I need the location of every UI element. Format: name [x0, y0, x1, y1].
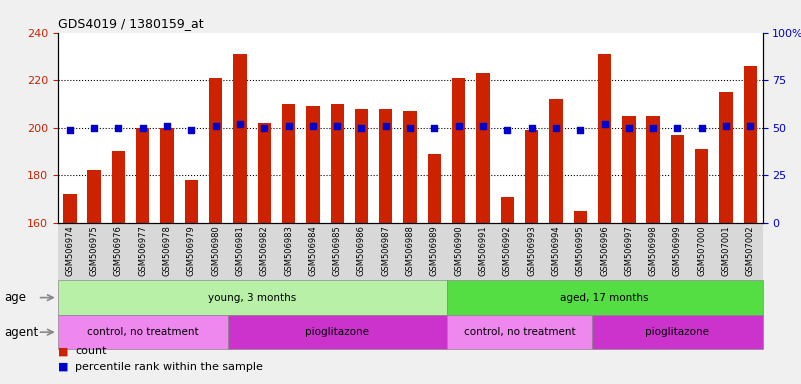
Point [671, 124, 684, 131]
Text: control, no treatment: control, no treatment [464, 327, 575, 337]
Point [525, 124, 538, 131]
Bar [477, 73, 489, 223]
Text: GDS4019 / 1380159_at: GDS4019 / 1380159_at [58, 17, 203, 30]
Bar [598, 54, 611, 223]
Bar [574, 211, 587, 223]
Bar [549, 99, 562, 223]
Point [234, 121, 247, 127]
Bar [695, 149, 708, 223]
Point [428, 124, 441, 131]
Point [331, 123, 344, 129]
Point [574, 126, 586, 132]
Bar [646, 116, 660, 223]
Bar [452, 78, 465, 223]
Text: pioglitazone: pioglitazone [305, 327, 369, 337]
Bar [63, 194, 77, 223]
Text: percentile rank within the sample: percentile rank within the sample [75, 362, 264, 372]
Bar [428, 154, 441, 223]
Bar [331, 104, 344, 223]
Text: agent: agent [4, 326, 38, 339]
Bar [525, 130, 538, 223]
Text: age: age [4, 291, 26, 304]
Bar [160, 127, 174, 223]
Bar [622, 116, 635, 223]
Bar [112, 151, 125, 223]
Text: control, no treatment: control, no treatment [87, 327, 199, 337]
Bar [185, 180, 198, 223]
Text: ■: ■ [58, 346, 71, 356]
Bar [136, 127, 150, 223]
Point [598, 121, 611, 127]
Point [112, 124, 125, 131]
Bar [670, 135, 684, 223]
Point [258, 124, 271, 131]
Bar [258, 123, 271, 223]
Point [63, 126, 76, 132]
Point [185, 126, 198, 132]
Text: aged, 17 months: aged, 17 months [561, 293, 649, 303]
Point [282, 123, 295, 129]
Point [695, 124, 708, 131]
Point [161, 123, 174, 129]
Text: count: count [75, 346, 107, 356]
Point [404, 124, 417, 131]
Bar [282, 104, 296, 223]
Bar [719, 92, 733, 223]
Bar [379, 109, 392, 223]
Point [622, 124, 635, 131]
Bar [233, 54, 247, 223]
Bar [306, 106, 320, 223]
Bar [87, 170, 101, 223]
Bar [743, 66, 757, 223]
Point [719, 123, 732, 129]
Point [501, 126, 513, 132]
Text: ■: ■ [58, 362, 71, 372]
Point [136, 124, 149, 131]
Bar [501, 197, 514, 223]
Point [453, 123, 465, 129]
Point [646, 124, 659, 131]
Point [477, 123, 489, 129]
Bar [209, 78, 223, 223]
Bar [355, 109, 368, 223]
Text: young, 3 months: young, 3 months [208, 293, 296, 303]
Text: pioglitazone: pioglitazone [646, 327, 710, 337]
Point [209, 123, 222, 129]
Point [549, 124, 562, 131]
Point [88, 124, 101, 131]
Bar [404, 111, 417, 223]
Point [744, 123, 757, 129]
Point [380, 123, 392, 129]
Point [307, 123, 320, 129]
Point [355, 124, 368, 131]
